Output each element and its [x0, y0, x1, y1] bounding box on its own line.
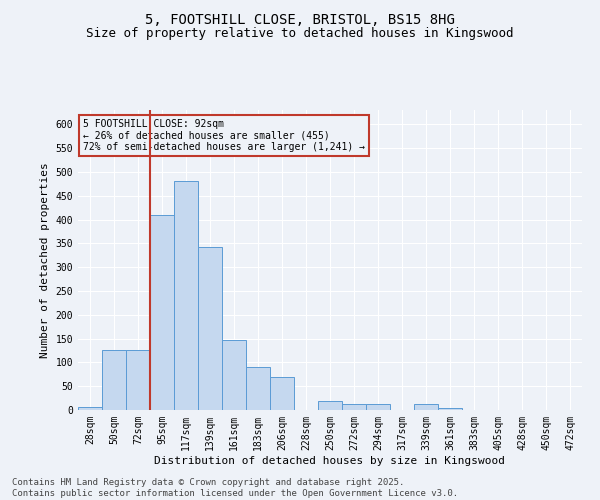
Bar: [246, 366, 270, 410]
Bar: [342, 404, 366, 410]
Bar: [78, 406, 102, 410]
Bar: [414, 404, 438, 410]
Bar: [222, 340, 246, 410]
X-axis label: Distribution of detached houses by size in Kingswood: Distribution of detached houses by size …: [155, 456, 505, 466]
Bar: [438, 408, 462, 410]
Bar: [102, 350, 126, 410]
Bar: [150, 215, 174, 410]
Bar: [366, 404, 390, 410]
Bar: [318, 402, 342, 410]
Bar: [174, 182, 198, 410]
Y-axis label: Number of detached properties: Number of detached properties: [40, 162, 50, 358]
Text: 5, FOOTSHILL CLOSE, BRISTOL, BS15 8HG: 5, FOOTSHILL CLOSE, BRISTOL, BS15 8HG: [145, 12, 455, 26]
Text: Contains HM Land Registry data © Crown copyright and database right 2025.
Contai: Contains HM Land Registry data © Crown c…: [12, 478, 458, 498]
Text: Size of property relative to detached houses in Kingswood: Size of property relative to detached ho…: [86, 28, 514, 40]
Bar: [198, 247, 222, 410]
Bar: [126, 350, 150, 410]
Text: 5 FOOTSHILL CLOSE: 92sqm
← 26% of detached houses are smaller (455)
72% of semi-: 5 FOOTSHILL CLOSE: 92sqm ← 26% of detach…: [83, 119, 365, 152]
Bar: [270, 376, 294, 410]
